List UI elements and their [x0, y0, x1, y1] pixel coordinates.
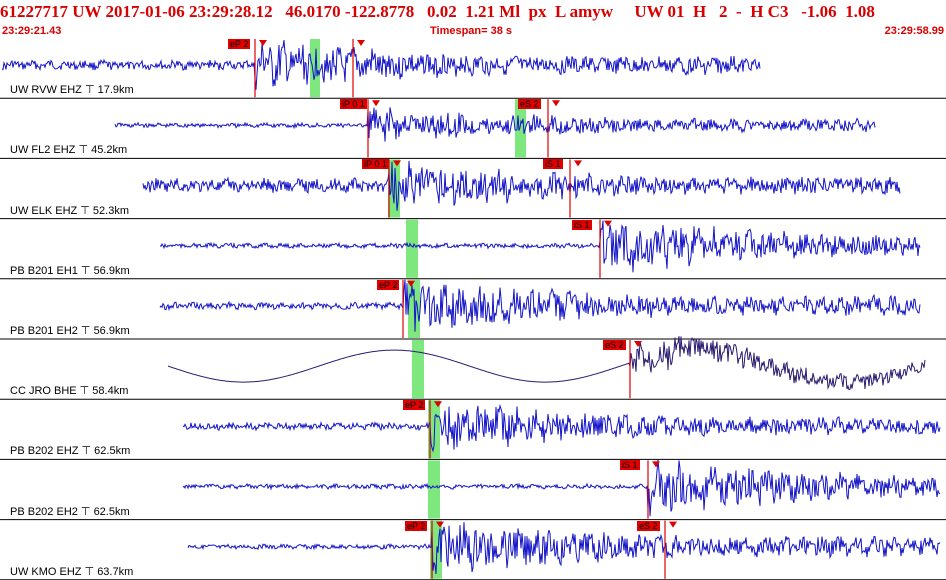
phase-pick-label[interactable]: iS 1 [543, 159, 563, 170]
coda-window-band [515, 99, 526, 158]
waveform-trace[interactable] [159, 220, 921, 273]
phase-pick-label[interactable]: iS 1 [572, 219, 592, 230]
seismogram-plot[interactable] [0, 38, 946, 580]
coda-window-band [406, 219, 418, 278]
waveform-trace[interactable] [159, 279, 921, 332]
station-channel-label: PB B202 EHZ ⊤ 62.5km [10, 445, 131, 458]
pick-marker-icon[interactable] [436, 521, 444, 528]
phase-pick-label[interactable]: eP 2 [377, 279, 400, 290]
pick-marker-icon[interactable] [372, 100, 380, 107]
waveform-trace[interactable] [182, 459, 941, 517]
pick-marker-icon[interactable] [434, 401, 442, 408]
event-header: 61227717 UW 2017-01-06 23:29:28.12 46.01… [0, 0, 946, 38]
pick-marker-icon[interactable] [634, 341, 642, 347]
coda-window-band [412, 340, 424, 399]
station-channel-label: UW RVW EHZ ⊤ 17.9km [10, 84, 134, 97]
station-channel-label: PB B201 EH1 ⊤ 56.9km [10, 264, 130, 277]
phase-pick-label[interactable]: eS 2 [603, 340, 626, 350]
pick-marker-icon[interactable] [552, 100, 560, 107]
phase-pick-label[interactable]: eP 2 [228, 39, 251, 49]
end-time-label: 23:29:58.99 [884, 25, 944, 37]
pick-marker-icon[interactable] [604, 220, 612, 227]
phase-pick-label[interactable]: iS 1 [620, 460, 640, 471]
waveform-trace[interactable] [142, 160, 901, 211]
station-channel-label: PB B201 EH2 ⊤ 56.9km [10, 325, 130, 337]
waveform-trace[interactable] [187, 522, 941, 575]
station-channel-label: CC JRO BHE ⊤ 58.4km [10, 385, 129, 398]
timespan-label: Timespan= 38 s [430, 25, 513, 37]
station-channel-label: PB B202 EH2 ⊤ 62.5km [10, 505, 130, 518]
waveform-trace[interactable] [1, 40, 761, 90]
phase-pick-label[interactable]: eP 2 [403, 400, 426, 411]
pick-marker-icon[interactable] [393, 160, 401, 167]
pick-marker-icon[interactable] [669, 521, 677, 528]
pick-marker-icon[interactable] [407, 280, 415, 287]
phase-pick-label[interactable]: iP 0 1 [340, 99, 367, 110]
waveform-trace[interactable] [167, 336, 926, 391]
pick-marker-icon[interactable] [259, 40, 267, 46]
waveform-trace[interactable] [114, 107, 876, 142]
waveform-panel[interactable]: eP 2 UW RVW EHZ ⊤ 17.9km iP 0 1 eS 2 UW FL2 … [0, 38, 946, 580]
start-time-label: 23:29:21.43 [2, 25, 62, 37]
phase-pick-label[interactable]: eS 2 [518, 99, 541, 110]
station-channel-label: UW FL2 EHZ ⊤ 45.2km [10, 144, 128, 157]
event-summary-line: 61227717 UW 2017-01-06 23:29:28.12 46.01… [0, 2, 875, 21]
coda-window-band [428, 460, 440, 519]
phase-pick-label[interactable]: eS 2 [637, 520, 660, 531]
phase-pick-label[interactable]: eP 2 [405, 520, 428, 531]
station-channel-label: UW ELK EHZ ⊤ 52.3km [10, 204, 129, 217]
waveform-trace[interactable] [182, 403, 941, 453]
pick-marker-icon[interactable] [574, 160, 582, 167]
pick-marker-icon[interactable] [357, 40, 365, 46]
station-channel-label: UW KMO EHZ ⊤ 63.7km [10, 565, 134, 578]
phase-pick-label[interactable]: iP 0 1 [362, 159, 389, 170]
pick-marker-icon[interactable] [652, 461, 660, 468]
